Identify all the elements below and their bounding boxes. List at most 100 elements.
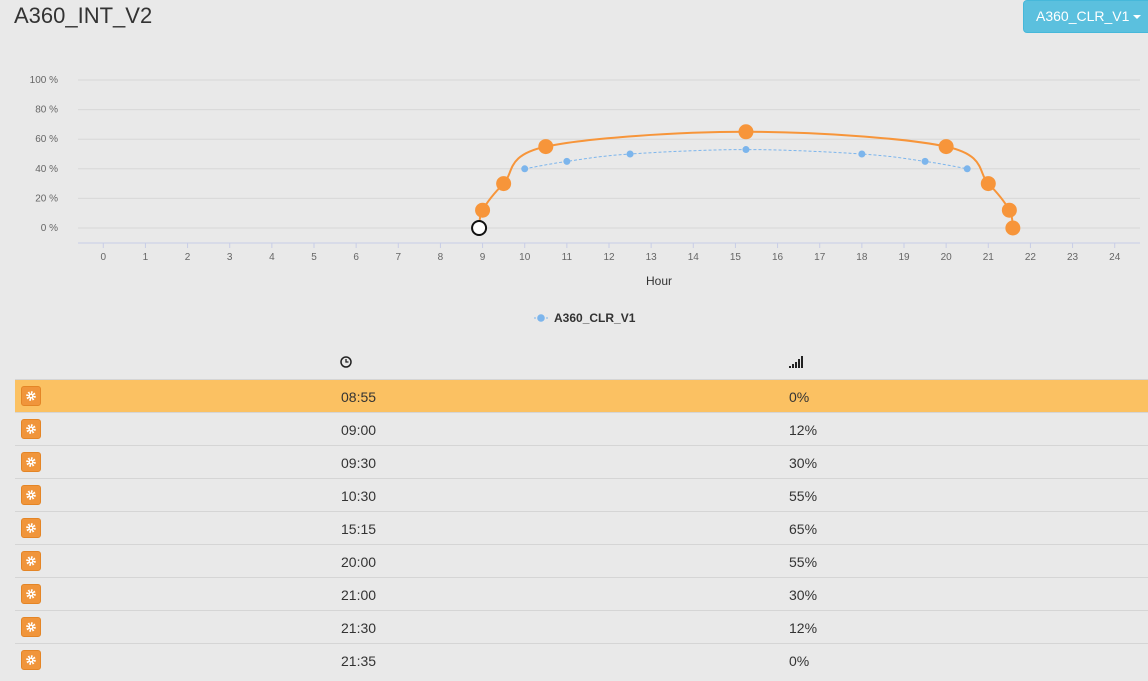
row-settings-button[interactable] [21,650,41,670]
level-cell: 0% [789,389,810,405]
main-series-point[interactable] [938,139,954,155]
row-settings-button[interactable] [21,617,41,637]
table-header [15,346,1148,379]
y-tick-label: 40 % [35,164,58,175]
reference-series-point [521,165,529,173]
y-tick-label: 100 % [30,75,58,86]
profile-dropdown-label: A360_CLR_V1 [1036,8,1130,24]
level-cell: 55% [789,488,818,504]
profile-dropdown-button[interactable]: A360_CLR_V1 [1023,0,1148,33]
row-settings-button[interactable] [21,584,41,604]
x-tick-label: 1 [143,252,149,263]
y-tick-label: 0 % [41,223,58,234]
x-tick-label: 8 [438,252,444,263]
gear-icon [26,655,36,665]
main-series-point[interactable] [475,202,491,218]
main-series-point[interactable] [1005,220,1021,236]
table-row[interactable]: 15:15 65% [15,511,1148,544]
time-cell: 08:55 [341,389,377,405]
level-cell: 30% [789,587,818,603]
clock-icon [340,355,352,373]
x-tick-label: 18 [856,252,868,263]
row-settings-button[interactable] [21,518,41,538]
legend-label[interactable]: A360_CLR_V1 [554,311,636,325]
level-cell: 12% [789,422,818,438]
x-tick-label: 10 [519,252,531,263]
reference-series-point [921,157,929,165]
time-cell: 10:30 [341,488,377,504]
main-series-point[interactable] [496,176,512,192]
main-series-point[interactable] [538,139,554,155]
x-tick-label: 9 [480,252,486,263]
gear-icon [26,424,36,434]
x-tick-label: 6 [353,252,359,263]
main-series-point[interactable] [1001,202,1017,218]
gear-icon [26,556,36,566]
reference-series-point [963,165,971,173]
gear-icon [26,457,36,467]
intensity-chart: 0 %20 %40 %60 %80 %100 %0 1 2 3 4 5 6 7 8 9 10 11 12… [30,75,1140,325]
table-row[interactable]: 08:55 0% [15,379,1148,412]
table-row[interactable]: 09:30 30% [15,445,1148,478]
level-cell: 65% [789,521,818,537]
x-tick-label: 20 [941,252,953,263]
x-tick-label: 0 [101,252,107,263]
gear-icon [26,622,36,632]
x-tick-label: 12 [603,252,615,263]
x-tick-label: 7 [396,252,402,263]
x-tick-label: 13 [646,252,658,263]
reference-series-point [742,146,750,154]
x-tick-label: 5 [311,252,317,263]
main-series-point[interactable] [980,176,996,192]
time-cell: 21:00 [341,587,377,603]
row-settings-button[interactable] [21,452,41,472]
row-settings-button[interactable] [21,551,41,571]
x-tick-label: 24 [1109,252,1121,263]
reference-series-point [563,157,571,165]
x-tick-label: 11 [562,252,573,263]
gear-icon [26,589,36,599]
level-cell: 12% [789,620,818,636]
reference-series-point [626,150,634,158]
row-settings-button[interactable] [21,386,41,406]
x-tick-label: 17 [814,252,826,263]
level-cell: 30% [789,455,818,471]
row-settings-button[interactable] [21,419,41,439]
main-series-point[interactable] [738,124,754,140]
signal-bars-icon [788,355,804,373]
x-tick-label: 2 [185,252,191,263]
time-cell: 21:30 [341,620,377,636]
time-cell: 21:35 [341,653,377,669]
table-row[interactable]: 21:35 0% [15,643,1148,676]
schedule-table: 08:55 0% 09:00 12% 09:30 30% 10:30 55% 15:15 65% 2… [15,346,1148,676]
x-tick-label: 15 [730,252,742,263]
x-axis-title: Hour [646,274,672,288]
time-cell: 20:00 [341,554,377,570]
x-tick-label: 3 [227,252,233,263]
x-tick-label: 16 [772,252,784,263]
x-tick-label: 22 [1025,252,1037,263]
x-tick-label: 14 [688,252,700,263]
y-tick-label: 60 % [35,134,58,145]
reference-series-point [858,150,866,158]
table-row[interactable]: 21:00 30% [15,577,1148,610]
caret-down-icon [1133,15,1142,20]
gear-icon [26,391,36,401]
y-tick-label: 80 % [35,105,58,116]
selected-point[interactable] [471,220,488,236]
x-tick-label: 23 [1067,252,1079,263]
gear-icon [26,490,36,500]
time-cell: 09:30 [341,455,377,471]
legend-marker [537,314,545,322]
x-tick-label: 19 [898,252,910,263]
table-row[interactable]: 09:00 12% [15,412,1148,445]
row-settings-button[interactable] [21,485,41,505]
gear-icon [26,523,36,533]
table-row[interactable]: 10:30 55% [15,478,1148,511]
level-cell: 0% [789,653,810,669]
table-row[interactable]: 20:00 55% [15,544,1148,577]
table-row[interactable]: 21:30 12% [15,610,1148,643]
page-title: A360_INT_V2 [14,3,153,28]
level-cell: 55% [789,554,818,570]
x-tick-label: 4 [269,252,275,263]
